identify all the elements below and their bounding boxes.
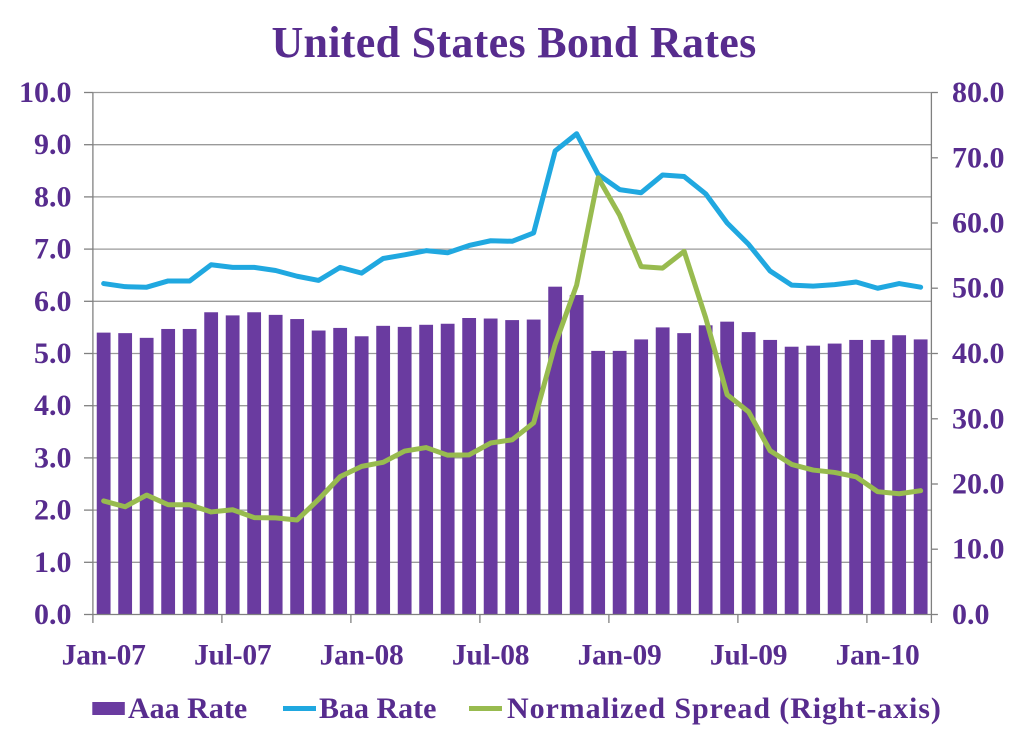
svg-text:10.0: 10.0 <box>19 76 72 109</box>
svg-text:Jan-10: Jan-10 <box>836 640 920 672</box>
svg-text:7.0: 7.0 <box>34 233 72 266</box>
svg-text:2.0: 2.0 <box>34 494 72 527</box>
svg-text:70.0: 70.0 <box>952 141 1005 174</box>
svg-text:Jan-08: Jan-08 <box>320 640 404 672</box>
svg-text:50.0: 50.0 <box>952 272 1005 305</box>
svg-text:6.0: 6.0 <box>34 285 72 318</box>
svg-text:10.0: 10.0 <box>952 533 1005 566</box>
svg-text:0.0: 0.0 <box>952 598 990 631</box>
svg-text:Jul-09: Jul-09 <box>710 640 787 672</box>
svg-text:Jul-08: Jul-08 <box>452 640 529 672</box>
svg-text:Jul-07: Jul-07 <box>194 640 272 672</box>
svg-text:Aaa Rate: Aaa Rate <box>128 692 247 725</box>
svg-text:United States Bond Rates: United States Bond Rates <box>271 18 756 67</box>
svg-text:60.0: 60.0 <box>952 207 1005 240</box>
svg-text:Jan-09: Jan-09 <box>578 640 662 672</box>
svg-text:0.0: 0.0 <box>34 598 72 631</box>
svg-text:9.0: 9.0 <box>34 128 72 161</box>
svg-text:1.0: 1.0 <box>34 546 72 579</box>
svg-text:3.0: 3.0 <box>34 441 72 474</box>
svg-text:30.0: 30.0 <box>952 402 1005 435</box>
svg-text:20.0: 20.0 <box>952 468 1005 501</box>
svg-text:Normalized Spread (Right-axis): Normalized Spread (Right-axis) <box>507 692 942 725</box>
svg-text:Jan-07: Jan-07 <box>62 640 146 672</box>
svg-text:5.0: 5.0 <box>34 337 72 370</box>
svg-text:80.0: 80.0 <box>952 76 1005 109</box>
svg-text:4.0: 4.0 <box>34 389 72 422</box>
svg-text:8.0: 8.0 <box>34 180 72 213</box>
svg-text:Baa Rate: Baa Rate <box>319 692 436 725</box>
svg-text:40.0: 40.0 <box>952 337 1005 370</box>
